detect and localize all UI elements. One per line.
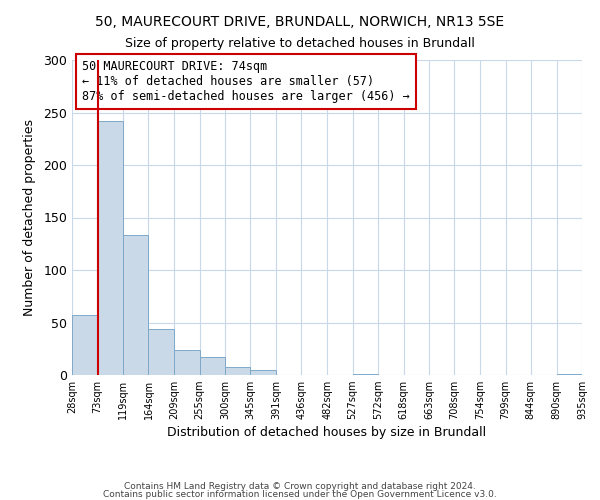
- Bar: [174, 350, 200, 375]
- Text: Size of property relative to detached houses in Brundall: Size of property relative to detached ho…: [125, 38, 475, 51]
- Text: Contains HM Land Registry data © Crown copyright and database right 2024.: Contains HM Land Registry data © Crown c…: [124, 482, 476, 491]
- Bar: [353, 374, 378, 375]
- Bar: [200, 357, 225, 375]
- Bar: [557, 374, 582, 375]
- X-axis label: Distribution of detached houses by size in Brundall: Distribution of detached houses by size …: [167, 426, 487, 440]
- Bar: [123, 236, 148, 375]
- Bar: [225, 366, 250, 375]
- Bar: [250, 370, 276, 375]
- Text: 50, MAURECOURT DRIVE, BRUNDALL, NORWICH, NR13 5SE: 50, MAURECOURT DRIVE, BRUNDALL, NORWICH,…: [95, 15, 505, 29]
- Y-axis label: Number of detached properties: Number of detached properties: [23, 119, 37, 316]
- Text: Contains public sector information licensed under the Open Government Licence v3: Contains public sector information licen…: [103, 490, 497, 499]
- Bar: [97, 121, 123, 375]
- Bar: [72, 315, 97, 375]
- Text: 50 MAURECOURT DRIVE: 74sqm
← 11% of detached houses are smaller (57)
87% of semi: 50 MAURECOURT DRIVE: 74sqm ← 11% of deta…: [82, 60, 410, 103]
- Bar: [148, 329, 174, 375]
